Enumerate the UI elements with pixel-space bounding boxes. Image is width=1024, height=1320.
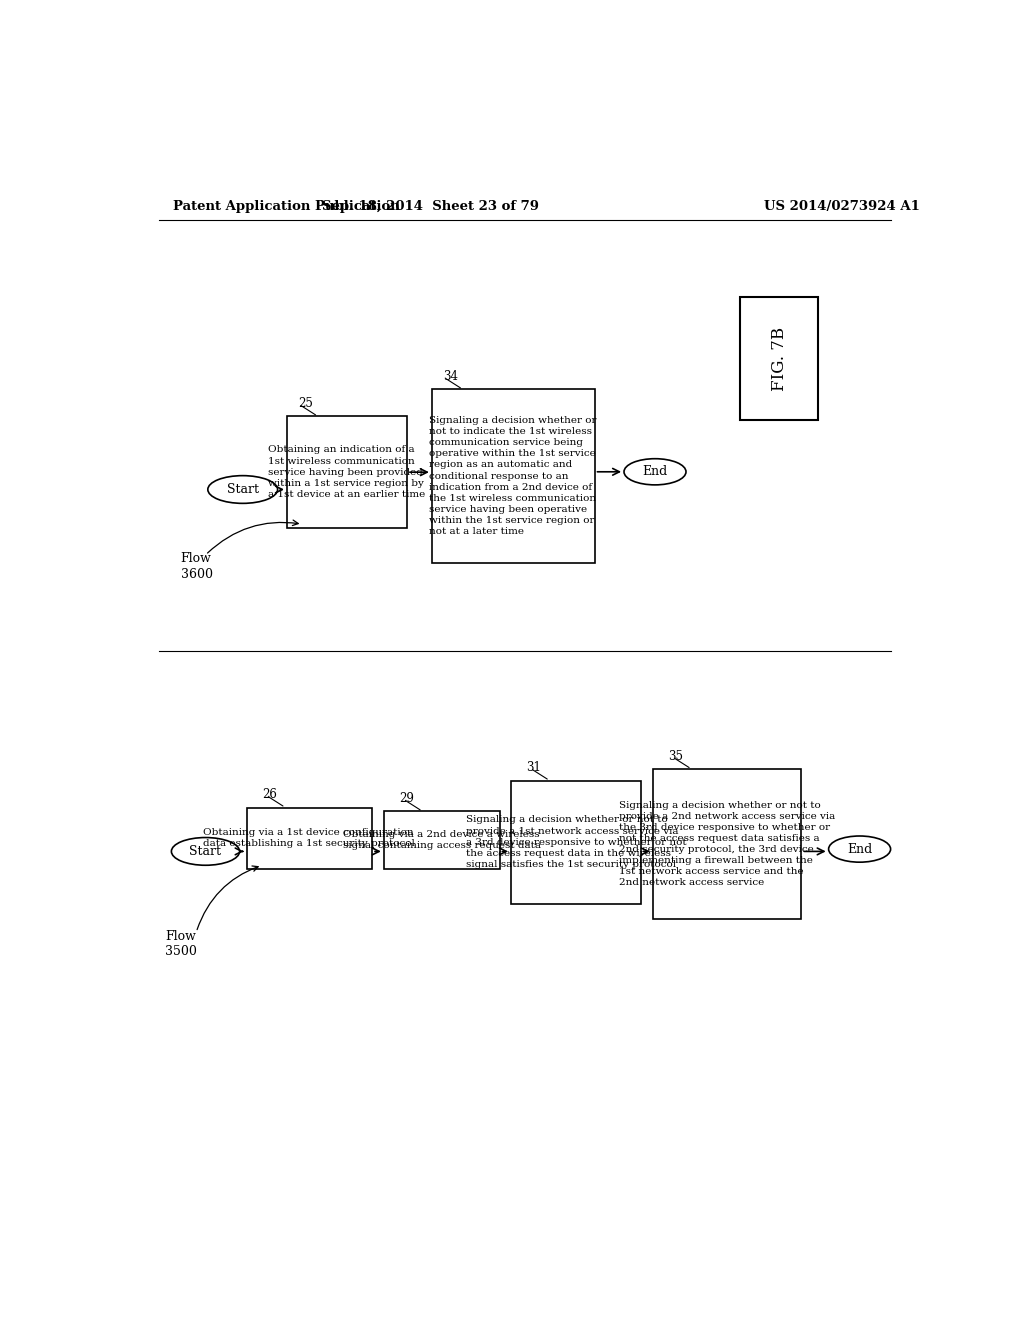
- Text: Flow
3600: Flow 3600: [180, 553, 213, 581]
- Text: Flow
3500: Flow 3500: [165, 929, 197, 958]
- Text: Signaling a decision whether or not to
provide a 1st network access service via
: Signaling a decision whether or not to p…: [466, 816, 686, 869]
- Text: US 2014/0273924 A1: US 2014/0273924 A1: [764, 199, 920, 213]
- Text: Obtaining via a 2nd device a wireless
signal containing access request data: Obtaining via a 2nd device a wireless si…: [343, 830, 541, 850]
- Text: 35: 35: [669, 750, 683, 763]
- Text: Start: Start: [226, 483, 259, 496]
- Text: 26: 26: [262, 788, 276, 801]
- Text: End: End: [847, 842, 872, 855]
- Text: Obtaining an indication of a
1st wireless communication
service having been prov: Obtaining an indication of a 1st wireles…: [268, 445, 426, 499]
- Text: Signaling a decision whether or
not to indicate the 1st wireless
communication s: Signaling a decision whether or not to i…: [429, 416, 597, 536]
- Text: 25: 25: [299, 397, 313, 411]
- Text: 31: 31: [526, 762, 542, 775]
- Text: Signaling a decision whether or not to
provide a 2nd network access service via
: Signaling a decision whether or not to p…: [618, 801, 836, 887]
- Text: End: End: [642, 465, 668, 478]
- Text: Patent Application Publication: Patent Application Publication: [173, 199, 399, 213]
- Text: 34: 34: [443, 370, 459, 383]
- Text: Obtaining via a 1st device configuration
data establishing a 1st security protoc: Obtaining via a 1st device configuration…: [204, 828, 416, 849]
- Text: Sep. 18, 2014  Sheet 23 of 79: Sep. 18, 2014 Sheet 23 of 79: [322, 199, 539, 213]
- Text: 29: 29: [399, 792, 414, 805]
- Text: FIG. 7B: FIG. 7B: [770, 326, 787, 391]
- Text: Start: Start: [189, 845, 221, 858]
